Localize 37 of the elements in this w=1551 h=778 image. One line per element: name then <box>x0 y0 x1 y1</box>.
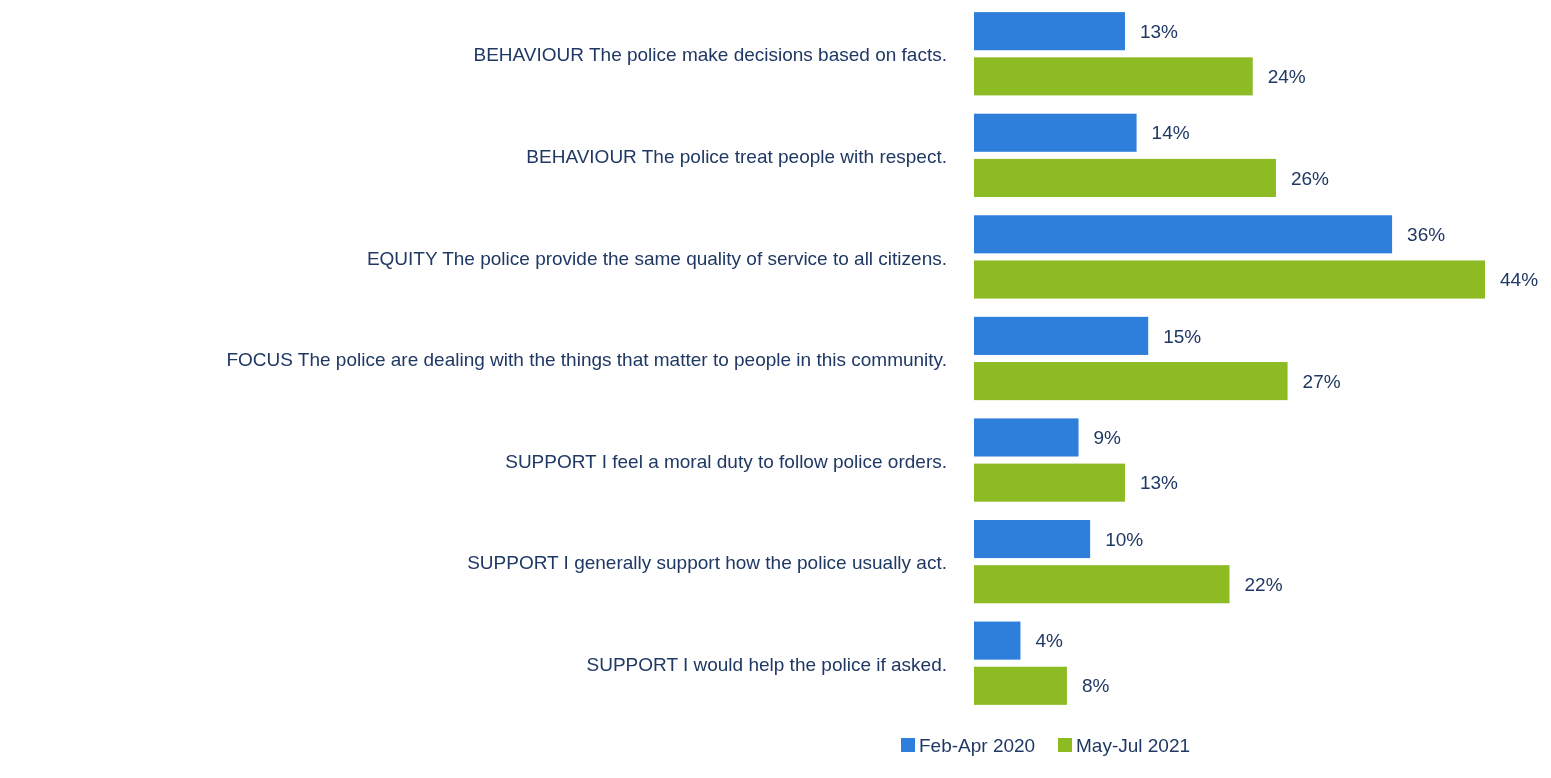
data-label: 26% <box>1290 167 1330 189</box>
data-label: 36% <box>1407 223 1446 245</box>
y-tick-label: BEHAVIOUR The police treat people with respect. <box>526 146 947 168</box>
data-label: 8% <box>1081 675 1110 697</box>
y-tick-label: SUPPORT I feel a moral duty to follow police orders. <box>505 450 947 472</box>
data-label: 9% <box>1093 427 1122 449</box>
data-label: 15% <box>1163 325 1202 347</box>
data-label: 14% <box>1151 122 1190 144</box>
data-label: 13% <box>1139 20 1179 42</box>
bar <box>974 113 1137 152</box>
data-label: 22% <box>1244 573 1283 595</box>
y-tick-label: FOCUS The police are dealing with the things that matter to people in this community. <box>226 349 947 371</box>
bar <box>974 158 1276 197</box>
bar <box>974 57 1253 96</box>
y-tick-label: EQUITY The police provide the same quality of service to all citizens. <box>366 247 947 269</box>
bar <box>974 519 1091 559</box>
legend-label: May-Jul 2021 <box>1076 734 1191 756</box>
data-label: 24% <box>1267 66 1306 88</box>
data-label: 44% <box>1500 269 1539 291</box>
bar <box>974 621 1021 660</box>
bar <box>974 666 1067 705</box>
y-tick-label: BEHAVIOUR The police make decisions based on facts. <box>473 44 947 66</box>
data-label: 13% <box>1139 472 1179 494</box>
data-label: 10% <box>1105 528 1144 550</box>
bar <box>974 215 1393 254</box>
y-tick-label: SUPPORT I generally support how the police usually act. <box>467 552 947 574</box>
data-label: 27% <box>1302 370 1341 392</box>
legend-label: Feb-Apr 2020 <box>919 734 1036 756</box>
bar <box>974 316 1149 355</box>
data-label: 4% <box>1035 630 1064 652</box>
bar <box>974 260 1485 299</box>
bar <box>974 418 1079 457</box>
bar <box>974 12 1125 51</box>
bar <box>974 463 1125 502</box>
bar <box>974 565 1230 604</box>
bar <box>974 362 1288 401</box>
y-tick-label: SUPPORT I would help the police if asked. <box>586 653 947 675</box>
